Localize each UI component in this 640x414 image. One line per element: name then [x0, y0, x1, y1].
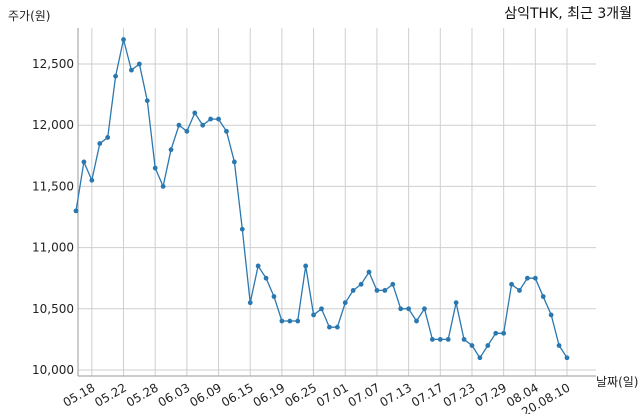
- data-point: [216, 116, 221, 122]
- data-point: [358, 281, 364, 287]
- data-point: [152, 165, 158, 171]
- y-axis-ticks: 10,000 10,500 11,000 11,500 12,000 12,500: [32, 57, 74, 377]
- data-point: [374, 288, 380, 293]
- data-point: [532, 275, 538, 281]
- data-point: [121, 37, 126, 42]
- data-point: [382, 288, 388, 293]
- data-point: [247, 300, 253, 306]
- x-tick-label: 05.18: [61, 380, 98, 409]
- data-point: [414, 318, 419, 324]
- data-point: [461, 337, 467, 342]
- data-point: [350, 288, 356, 293]
- data-point: [437, 337, 443, 342]
- data-point: [319, 306, 324, 312]
- y-tick-label: 10,500: [32, 302, 74, 316]
- data-point: [398, 306, 404, 312]
- data-point: [564, 355, 570, 361]
- grid-lines: [78, 28, 596, 376]
- data-point: [406, 306, 412, 312]
- data-point: [73, 208, 79, 214]
- data-point: [136, 61, 142, 67]
- data-point: [327, 324, 332, 330]
- data-point: [390, 281, 396, 287]
- y-axis-label: 주가(원): [8, 9, 50, 23]
- y-tick-label: 12,000: [32, 118, 74, 132]
- data-point: [113, 73, 118, 79]
- x-tick-label: 06.09: [187, 380, 224, 409]
- x-tick-label: 05.22: [92, 380, 129, 409]
- data-point: [485, 343, 491, 348]
- chart-title: 삼익THK, 최근 3개월: [504, 6, 632, 22]
- data-point: [453, 300, 459, 306]
- plot-area: [78, 28, 596, 376]
- data-point: [184, 128, 190, 134]
- data-point: [271, 294, 277, 299]
- x-axis-label: 날짜(일): [596, 375, 638, 389]
- data-point: [231, 159, 237, 165]
- x-tick-label: 07.29: [472, 380, 509, 409]
- data-point: [105, 135, 111, 140]
- data-point: [144, 98, 150, 104]
- x-tick-label: 06.03: [156, 380, 193, 409]
- data-point: [287, 318, 293, 324]
- x-axis-ticks: 05.1805.2205.2806.0306.0906.1506.1906.25…: [61, 380, 573, 414]
- data-point: [295, 318, 301, 324]
- data-point: [89, 177, 95, 183]
- data-point: [548, 312, 554, 318]
- data-point: [509, 281, 514, 287]
- y-tick-label: 10,000: [32, 363, 74, 377]
- data-point: [525, 275, 530, 281]
- data-point: [168, 147, 174, 153]
- data-point: [342, 300, 348, 306]
- x-tick-label: 06.19: [251, 380, 288, 409]
- data-point: [422, 306, 427, 312]
- data-point: [192, 110, 198, 116]
- x-tick-label: 05.28: [124, 380, 161, 409]
- data-point: [311, 312, 316, 318]
- x-tick-label: 07.23: [441, 380, 478, 409]
- data-point: [501, 330, 507, 336]
- data-point: [255, 263, 261, 269]
- data-point: [303, 263, 309, 269]
- data-point: [263, 275, 269, 281]
- x-tick-label: 06.25: [282, 380, 319, 409]
- x-tick-label: 07.17: [409, 380, 446, 409]
- data-point: [429, 337, 435, 342]
- data-point: [160, 184, 166, 189]
- data-point: [200, 122, 206, 128]
- data-point: [493, 330, 499, 336]
- data-point: [334, 324, 340, 330]
- data-point: [279, 318, 285, 324]
- data-point: [97, 141, 103, 146]
- x-tick-label: 07.01: [314, 380, 351, 409]
- data-point: [540, 294, 546, 299]
- y-tick-label: 11,500: [32, 179, 74, 193]
- data-point: [239, 226, 245, 232]
- data-point: [445, 337, 451, 342]
- x-tick-label: 07.07: [346, 380, 383, 409]
- price-series-points: [73, 37, 570, 361]
- data-point: [176, 122, 182, 128]
- x-tick-label: 06.15: [219, 380, 256, 409]
- data-point: [556, 343, 562, 348]
- data-point: [469, 343, 475, 348]
- data-point: [366, 269, 372, 275]
- data-point: [129, 67, 134, 73]
- data-point: [208, 116, 214, 122]
- data-point: [477, 355, 483, 361]
- x-tick-label: 07.13: [377, 380, 414, 409]
- y-tick-label: 12,500: [32, 57, 74, 71]
- data-point: [81, 159, 87, 165]
- y-tick-label: 11,000: [32, 241, 74, 255]
- data-point: [224, 128, 229, 134]
- data-point: [517, 288, 522, 293]
